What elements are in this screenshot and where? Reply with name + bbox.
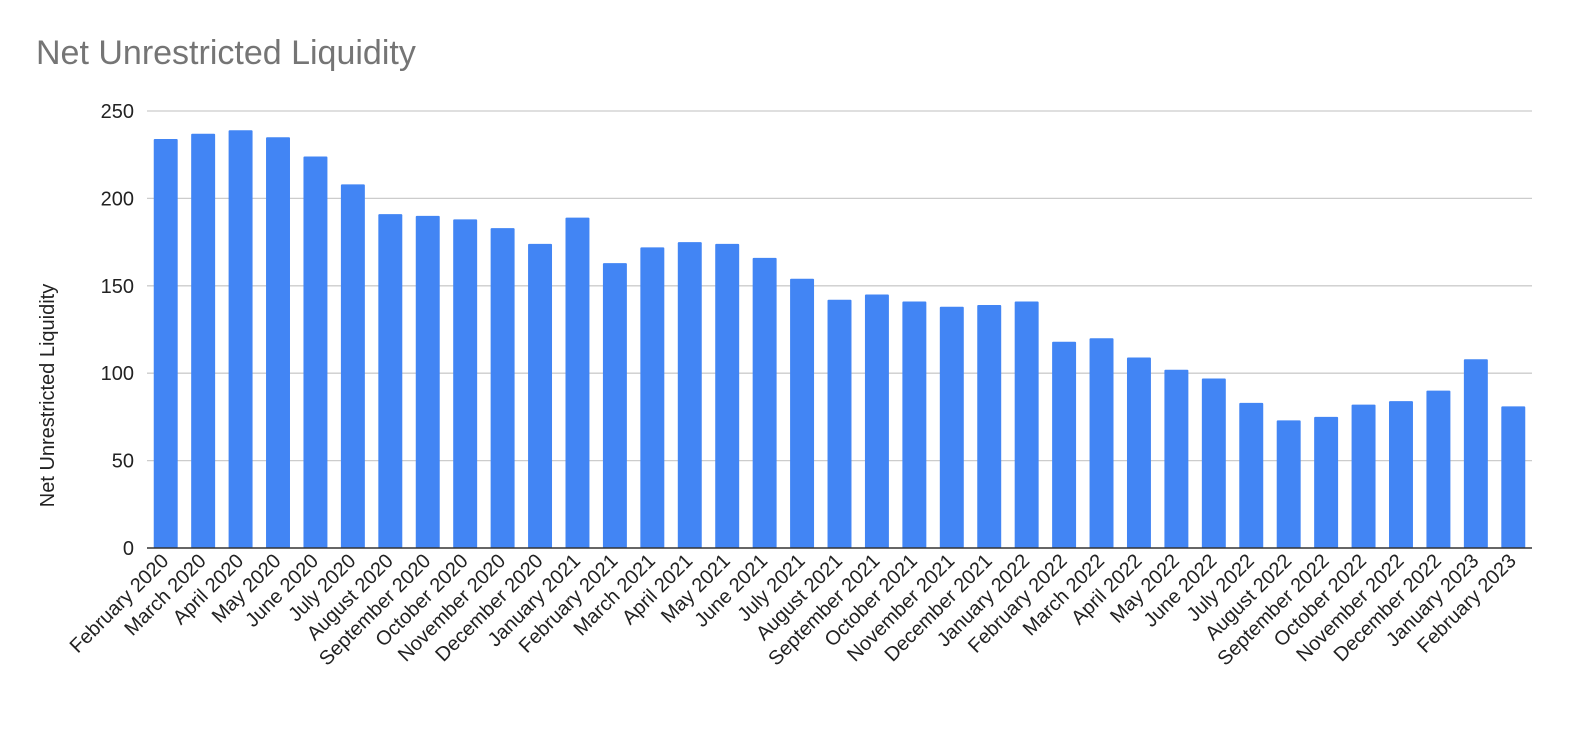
bar	[490, 228, 515, 548]
bar	[1126, 357, 1151, 548]
y-tick-label: 150	[101, 276, 134, 298]
bars	[153, 130, 1526, 549]
bar	[790, 278, 815, 548]
bar	[1089, 338, 1114, 548]
bar	[939, 306, 964, 548]
bar	[1501, 406, 1526, 548]
bar	[715, 243, 740, 548]
chart-title: Net Unrestricted Liquidity	[36, 34, 416, 72]
bar	[153, 138, 178, 548]
bar	[1351, 404, 1376, 548]
bar	[1201, 378, 1226, 548]
bar	[1426, 390, 1451, 548]
bar	[977, 305, 1002, 548]
bar	[1314, 416, 1339, 548]
bar	[1239, 402, 1264, 548]
bar	[902, 301, 927, 548]
bar	[640, 247, 665, 548]
y-tick-label: 0	[123, 538, 134, 560]
bar	[565, 217, 590, 549]
bar	[228, 130, 253, 548]
y-tick-label: 50	[112, 451, 134, 473]
bar	[752, 257, 777, 548]
bar	[827, 299, 852, 548]
y-tick-label: 250	[101, 101, 134, 123]
y-tick-label: 200	[101, 188, 134, 210]
y-axis-ticks: 0 50 100 150 200 250	[101, 101, 134, 560]
bar	[864, 294, 889, 548]
bar	[1463, 359, 1488, 548]
bar	[602, 263, 627, 548]
y-tick-label: 100	[101, 363, 134, 385]
bar	[1014, 301, 1039, 548]
bar	[453, 219, 478, 548]
bar	[1276, 420, 1301, 548]
bar	[378, 214, 403, 548]
y-axis-label: Net Unrestricted Liquidity	[37, 284, 59, 507]
bar	[1052, 341, 1077, 548]
bar	[677, 242, 702, 548]
bar	[1389, 401, 1413, 548]
bar	[415, 215, 440, 548]
bar	[266, 137, 290, 548]
bar	[528, 243, 553, 548]
bar	[303, 156, 328, 548]
bar	[1164, 369, 1189, 548]
bar	[340, 184, 365, 548]
bar	[191, 133, 216, 548]
